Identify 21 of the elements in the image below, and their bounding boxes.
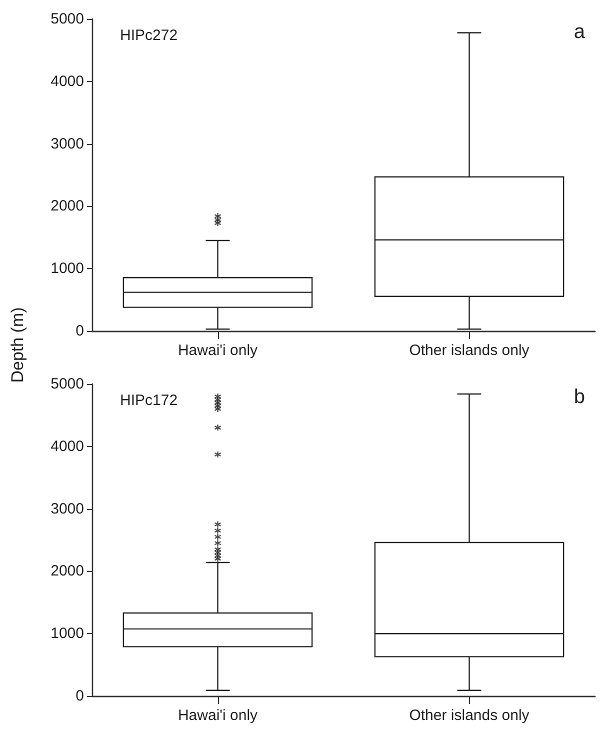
annotation: b — [574, 386, 585, 408]
x-tick-label: Hawai'i only — [178, 707, 258, 724]
y-tick-label: 5000 — [50, 10, 84, 28]
x-tick-label: Other islands only — [409, 707, 530, 724]
y-tick-label: 3000 — [50, 500, 84, 518]
y-tick-label: 1000 — [50, 625, 84, 642]
annotation: HIPc272 — [120, 27, 178, 44]
y-tick-label: 4000 — [50, 438, 84, 455]
y-tick-label: 2000 — [50, 198, 84, 215]
annotation: HIPc172 — [120, 392, 178, 409]
y-tick-label: 1000 — [50, 260, 84, 278]
y-tick-label: 2000 — [50, 562, 84, 580]
y-tick-label: 0 — [76, 322, 84, 340]
x-tick-label: Other islands only — [409, 342, 530, 359]
y-tick-label: 4000 — [50, 72, 84, 90]
y-tick-label: 0 — [76, 688, 84, 704]
y-axis-title: Depth (m) — [8, 307, 28, 383]
x-tick-label: Hawai'i only — [178, 342, 258, 359]
y-tick-label: 5000 — [50, 376, 84, 392]
annotation: a — [574, 21, 586, 43]
y-tick-label: 3000 — [50, 135, 84, 152]
